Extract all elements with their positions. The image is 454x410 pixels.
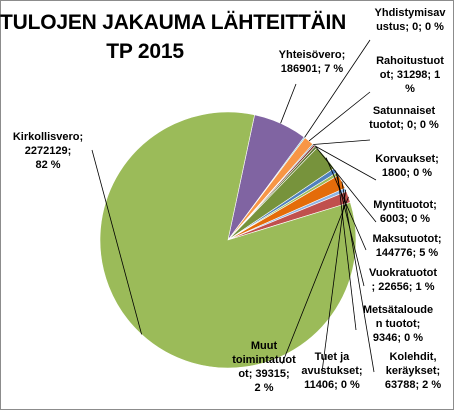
data-label-11-line-1: Tuet ja [315, 351, 351, 363]
leader-line-10 [341, 181, 375, 373]
data-label-13: Kirkollisvero; 2272129; 82 % [13, 131, 83, 171]
leader-line-2 [304, 39, 371, 138]
leader-line-3 [308, 91, 371, 142]
data-label-8: Vuokratuotot ; 22656; 1 % [369, 267, 437, 293]
data-label-10-line-3: 63788; 2 % [385, 379, 441, 391]
leader-line-12 [281, 196, 349, 365]
data-label-13-line-1: Kirkollisvero; [13, 131, 83, 143]
data-label-12-line-4: 2 % [255, 382, 274, 394]
data-label-10-line-2: keräykset; [386, 365, 440, 377]
data-label-2-line-2: ustus; 0; 0 % [376, 21, 444, 33]
chart-title-line-2: TP 2015 [106, 40, 184, 63]
data-label-12-line-3: ot; 39315; [238, 368, 289, 380]
pie-slice-13 [99, 111, 357, 369]
data-label-11: Tuet ja avustukset; 11406; 0 % [301, 351, 362, 391]
data-label-10-line-1: Kolehdit, [389, 351, 436, 363]
data-label-7-line-1: Maksutuotot; [372, 233, 441, 245]
chart-title: TULOJEN JAKAUMA LÄHTEITTÄIN TP 2015 [0, 8, 347, 66]
data-label-5: Korvaukset; 1800; 0 % [375, 153, 439, 179]
data-label-11-line-2: avustukset; [301, 365, 362, 377]
data-label-7-line-2: 144776; 5 % [376, 247, 439, 259]
data-label-9-line-3: 9346; 0 % [373, 332, 423, 344]
data-label-2: Yhdistymisav ustus; 0; 0 % [375, 7, 447, 33]
data-label-4-line-1: Satunnaiset [373, 105, 436, 117]
data-label-9-line-1: Metsätaloude [363, 304, 433, 316]
data-label-12: Muut toimintatuot ot; 39315; 2 % [232, 340, 296, 394]
data-label-2-line-1: Yhdistymisav [375, 7, 447, 19]
data-label-13-line-3: 82 % [35, 159, 60, 171]
data-label-9-line-2: n tuotot; [376, 318, 421, 330]
data-label-10: Kolehdit, keräykset; 63788; 2 % [385, 351, 441, 391]
data-label-1: Yhteisövero; 186901; 7 % [279, 49, 346, 75]
data-label-9: Metsätaloude n tuotot; 9346; 0 % [363, 304, 433, 344]
data-label-4: Satunnaiset tuotot; 0; 0 % [369, 105, 439, 131]
data-label-7: Maksutuotot; 144776; 5 % [372, 233, 441, 259]
data-label-13-line-2: 2272129; [25, 145, 72, 157]
leader-line-13 [91, 149, 142, 335]
data-label-3-line-1: Rahoitustuot [376, 55, 444, 67]
data-label-3-line-2: ot; 31298; 1 [380, 69, 441, 81]
data-label-5-line-1: Korvaukset; [375, 153, 439, 165]
data-label-8-line-2: ; 22656; 1 % [372, 281, 435, 293]
data-label-1-line-1: Yhteisövero; [279, 49, 346, 61]
data-label-12-line-2: toimintatuot [232, 354, 296, 366]
data-label-4-line-2: tuotot; 0; 0 % [369, 119, 439, 131]
data-label-3-line-3: % [405, 83, 415, 95]
data-label-6-line-1: Myntituotot; [373, 199, 437, 211]
data-label-1-line-2: 186901; 7 % [281, 63, 344, 75]
leader-line-9 [337, 173, 357, 331]
data-label-6: Myntituotot; 6003; 0 % [373, 199, 437, 225]
data-label-8-line-1: Vuokratuotot [369, 267, 437, 279]
data-label-5-line-2: 1800; 0 % [382, 167, 432, 179]
data-label-12-line-1: Muut [251, 340, 278, 352]
leader-line-6 [315, 146, 377, 223]
data-label-6-line-2: 6003; 0 % [380, 213, 430, 225]
leader-line-1 [280, 83, 297, 124]
data-label-3: Rahoitustuot ot; 31298; 1% [376, 55, 444, 95]
chart-title-line-1: TULOJEN JAKAUMA LÄHTEITTÄIN [0, 11, 347, 34]
leader-line-11 [321, 189, 347, 373]
leader-line-5 [314, 145, 377, 181]
data-label-11-line-3: 11406; 0 % [304, 379, 360, 391]
leader-line-4 [313, 139, 371, 145]
